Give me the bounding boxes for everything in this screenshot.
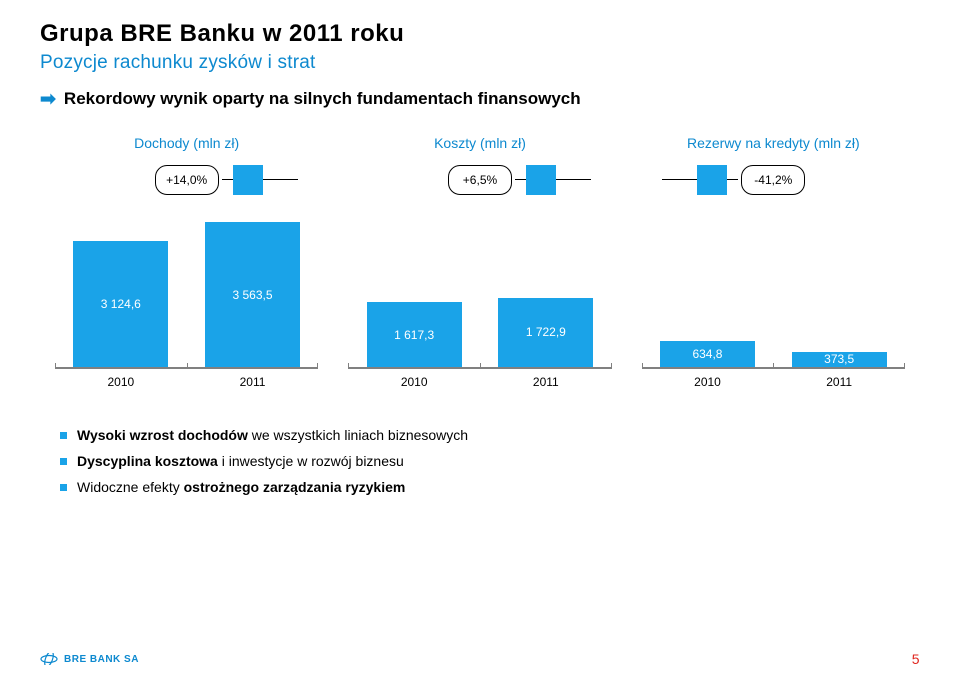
tick <box>348 363 349 369</box>
square-bullet-icon <box>60 484 67 491</box>
plot-costs: 1 617,3 1 722,9 <box>348 213 611 369</box>
bar-income-2011: 3 563,5 <box>205 222 300 367</box>
bullet-item: Dyscyplina kosztowa i inwestycje w rozwó… <box>60 453 920 469</box>
lightbox-income <box>233 165 263 195</box>
xlabel: 2011 <box>480 375 612 393</box>
xlabel: 2011 <box>187 375 319 393</box>
bullet-item: Wysoki wzrost dochodów we wszystkich lin… <box>60 427 920 443</box>
bullet-rest: we wszystkich liniach biznesowych <box>252 427 468 443</box>
bullet-list: Wysoki wzrost dochodów we wszystkich lin… <box>60 427 920 495</box>
plot-income: 3 124,6 3 563,5 <box>55 213 318 369</box>
bar-costs-2011: 1 722,9 <box>498 298 593 367</box>
bar-reserves-2010: 634,8 <box>660 341 755 367</box>
bullet-strong: Wysoki wzrost dochodów <box>77 427 252 443</box>
slide: Grupa BRE Banku w 2011 roku Pozycje rach… <box>0 0 960 681</box>
tick <box>187 363 188 369</box>
xlabels-costs: 2010 2011 <box>348 375 611 393</box>
footer-bank: BRE BANK SA <box>64 654 139 665</box>
bar-costs-2010: 1 617,3 <box>367 302 462 367</box>
page-title: Grupa BRE Banku w 2011 roku <box>40 20 920 48</box>
xlabel: 2010 <box>348 375 480 393</box>
bar-label: 3 563,5 <box>232 288 272 302</box>
chart-costs: +6,5% 1 617,3 1 722,9 2010 2011 <box>333 163 626 393</box>
charts-row: +14,0% 3 124,6 3 563,5 2010 2011 +6, <box>40 163 920 393</box>
bar-reserves-2011: 373,5 <box>792 352 887 367</box>
tick <box>480 363 481 369</box>
chart-headers: Dochody (mln zł) Koszty (mln zł) Rezerwy… <box>40 135 920 151</box>
chart-reserves: -41,2% 634,8 373,5 2010 2011 <box>627 163 920 393</box>
xlabel: 2010 <box>642 375 774 393</box>
header-reserves: Rezerwy na kredyty (mln zł) <box>627 135 920 151</box>
bullet-pre: Widoczne efekty <box>77 479 184 495</box>
bar-label: 1 617,3 <box>394 328 434 342</box>
tick <box>317 363 318 369</box>
xlabel: 2010 <box>55 375 187 393</box>
headline: ➡ Rekordowy wynik oparty na silnych funda… <box>40 88 920 111</box>
xlabels-reserves: 2010 2011 <box>642 375 905 393</box>
headline-text: Rekordowy wynik oparty na silnych fundam… <box>64 89 581 108</box>
arrow-right-icon: ➡ <box>40 88 56 111</box>
lightbox-costs <box>526 165 556 195</box>
tick <box>642 363 643 369</box>
chart-income: +14,0% 3 124,6 3 563,5 2010 2011 <box>40 163 333 393</box>
header-costs: Koszty (mln zł) <box>333 135 626 151</box>
bar-label: 3 124,6 <box>101 297 141 311</box>
footer: BRE BANK SA 5 <box>0 651 960 667</box>
square-bullet-icon <box>60 432 67 439</box>
bullet-strong: Dyscyplina kosztowa <box>77 453 222 469</box>
square-bullet-icon <box>60 458 67 465</box>
lightbox-reserves <box>697 165 727 195</box>
bullet-strong: ostrożnego zarządzania ryzykiem <box>184 479 406 495</box>
delta-badge-reserves: -41,2% <box>741 165 805 195</box>
xlabel: 2011 <box>773 375 905 393</box>
xlabels-income: 2010 2011 <box>55 375 318 393</box>
delta-badge-costs: +6,5% <box>448 165 512 195</box>
plot-reserves: 634,8 373,5 <box>642 213 905 369</box>
delta-badge-income: +14,0% <box>155 165 219 195</box>
tick <box>611 363 612 369</box>
bullet-rest: i inwestycje w rozwój biznesu <box>222 453 404 469</box>
bar-label: 1 722,9 <box>526 325 566 339</box>
tick <box>55 363 56 369</box>
bar-income-2010: 3 124,6 <box>73 241 168 367</box>
bar-label: 373,5 <box>824 352 854 366</box>
tick <box>773 363 774 369</box>
bar-label: 634,8 <box>692 347 722 361</box>
page-subtitle: Pozycje rachunku zysków i strat <box>40 52 920 74</box>
bre-logo-icon: BRE BANK SA <box>40 653 139 665</box>
page-number: 5 <box>912 651 920 667</box>
bullet-item: Widoczne efekty ostrożnego zarządzania r… <box>60 479 920 495</box>
header-income: Dochody (mln zł) <box>40 135 333 151</box>
tick <box>904 363 905 369</box>
